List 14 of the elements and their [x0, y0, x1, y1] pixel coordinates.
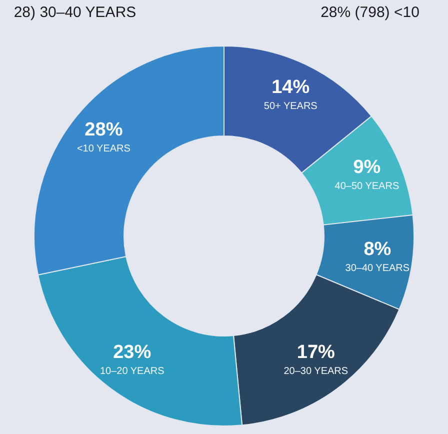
text: 28) 30–40 YEARS — [14, 4, 136, 21]
data-label: 28% — [84, 119, 123, 140]
slice-label: 20–30 YEARS — [284, 366, 348, 377]
data-label: 23% — [113, 342, 152, 363]
data-label: 8% — [364, 239, 392, 260]
data-label: 9% — [353, 157, 381, 178]
slice-label: 40–50 YEARS — [334, 181, 400, 192]
slice-label: 30–40 YEARS — [345, 263, 410, 274]
slice-label: 50+ YEARS — [264, 101, 318, 112]
slice-label: <10 YEARS — [76, 143, 131, 154]
data-label: 14% — [272, 77, 310, 98]
text: 28% (798) <10 — [320, 4, 420, 21]
slice-label: 10–20 YEARS — [100, 366, 165, 377]
data-label: 17% — [296, 342, 336, 363]
